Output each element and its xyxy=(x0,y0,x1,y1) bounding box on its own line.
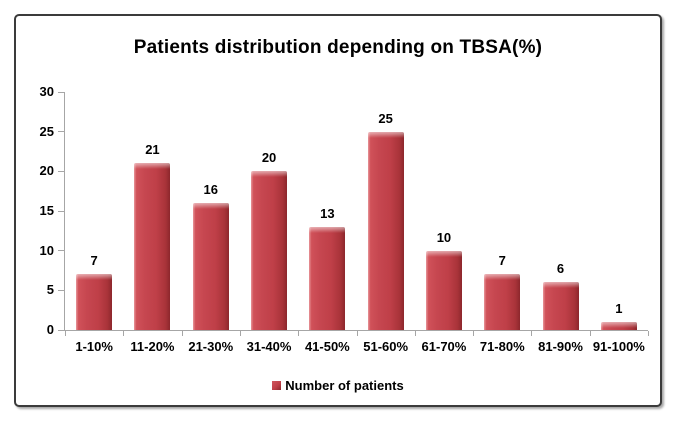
y-axis-tick xyxy=(58,289,65,291)
bar xyxy=(367,131,404,330)
bar xyxy=(600,322,637,330)
bar-value-label: 7 xyxy=(498,253,506,269)
bar xyxy=(542,282,579,330)
y-axis-tick-label: 25 xyxy=(39,123,54,139)
x-axis-tick xyxy=(531,331,533,336)
x-axis-tick xyxy=(589,331,591,336)
bar-value-label: 20 xyxy=(261,150,277,166)
x-axis-category-label: 61-70% xyxy=(421,339,467,354)
bar-value-label: 16 xyxy=(203,182,218,198)
y-axis-tick xyxy=(58,329,65,331)
x-axis-tick xyxy=(65,331,66,336)
x-axis-category-label: 71-80% xyxy=(479,339,525,354)
bar xyxy=(425,250,462,330)
y-axis-tick-label: 20 xyxy=(39,163,54,179)
x-axis-tick xyxy=(123,331,125,336)
bar-value-label: 6 xyxy=(556,261,565,277)
bar-value-label: 25 xyxy=(378,110,393,126)
bar-value-label: 21 xyxy=(145,142,160,158)
y-axis-tick xyxy=(58,210,65,212)
x-axis-category-label: 51-60% xyxy=(363,339,409,354)
bar xyxy=(134,163,171,330)
x-axis-tick xyxy=(298,331,300,336)
bar-value-label: 13 xyxy=(320,205,335,221)
plot-area: 0 5 10 15 20 25 30 7 1-10% 21 11-20% 16 21-30% 20 31-4… xyxy=(40,85,649,354)
chart-title: Patients distribution depending on TBSA(… xyxy=(133,37,543,58)
y-axis-tick xyxy=(58,170,65,172)
y-axis-tick xyxy=(58,91,65,93)
legend-marker-icon xyxy=(272,381,282,390)
bar xyxy=(484,274,521,330)
x-axis-tick xyxy=(181,331,183,336)
y-axis-tick-label: 15 xyxy=(39,203,54,218)
y-axis-tick-label: 0 xyxy=(46,322,54,337)
bar xyxy=(76,274,113,330)
x-axis-category-label: 81-90% xyxy=(538,339,583,354)
x-axis-tick xyxy=(414,331,416,336)
x-axis-category-label: 11-20% xyxy=(130,339,175,354)
bar-value-label: 7 xyxy=(90,253,98,269)
x-axis-category-label: 41-50% xyxy=(304,339,350,354)
bar-value-label: 1 xyxy=(615,301,623,317)
y-axis-tick-label: 30 xyxy=(39,84,54,99)
x-axis-category-label: 91-100% xyxy=(592,339,645,354)
legend-label: Number of patients xyxy=(285,378,404,393)
x-axis-tick xyxy=(473,331,475,336)
y-axis-tick xyxy=(58,250,65,252)
chart-frame: Patients distribution depending on TBSA(… xyxy=(14,14,662,407)
x-axis-tick xyxy=(356,331,358,336)
bar xyxy=(309,226,346,330)
x-axis-tick xyxy=(239,331,241,336)
bar xyxy=(192,203,229,330)
bar-value-label: 10 xyxy=(436,229,452,245)
x-axis-category-label: 31-40% xyxy=(246,339,292,354)
y-axis-tick-label: 5 xyxy=(46,282,54,298)
x-axis-category-label: 1-10% xyxy=(75,339,113,354)
x-axis-tick xyxy=(648,331,649,336)
y-axis-tick-label: 10 xyxy=(39,242,54,258)
x-axis-category-label: 21-30% xyxy=(188,339,234,354)
bar xyxy=(251,171,288,330)
y-axis-tick xyxy=(58,131,65,133)
legend: Number of patients xyxy=(16,378,660,393)
